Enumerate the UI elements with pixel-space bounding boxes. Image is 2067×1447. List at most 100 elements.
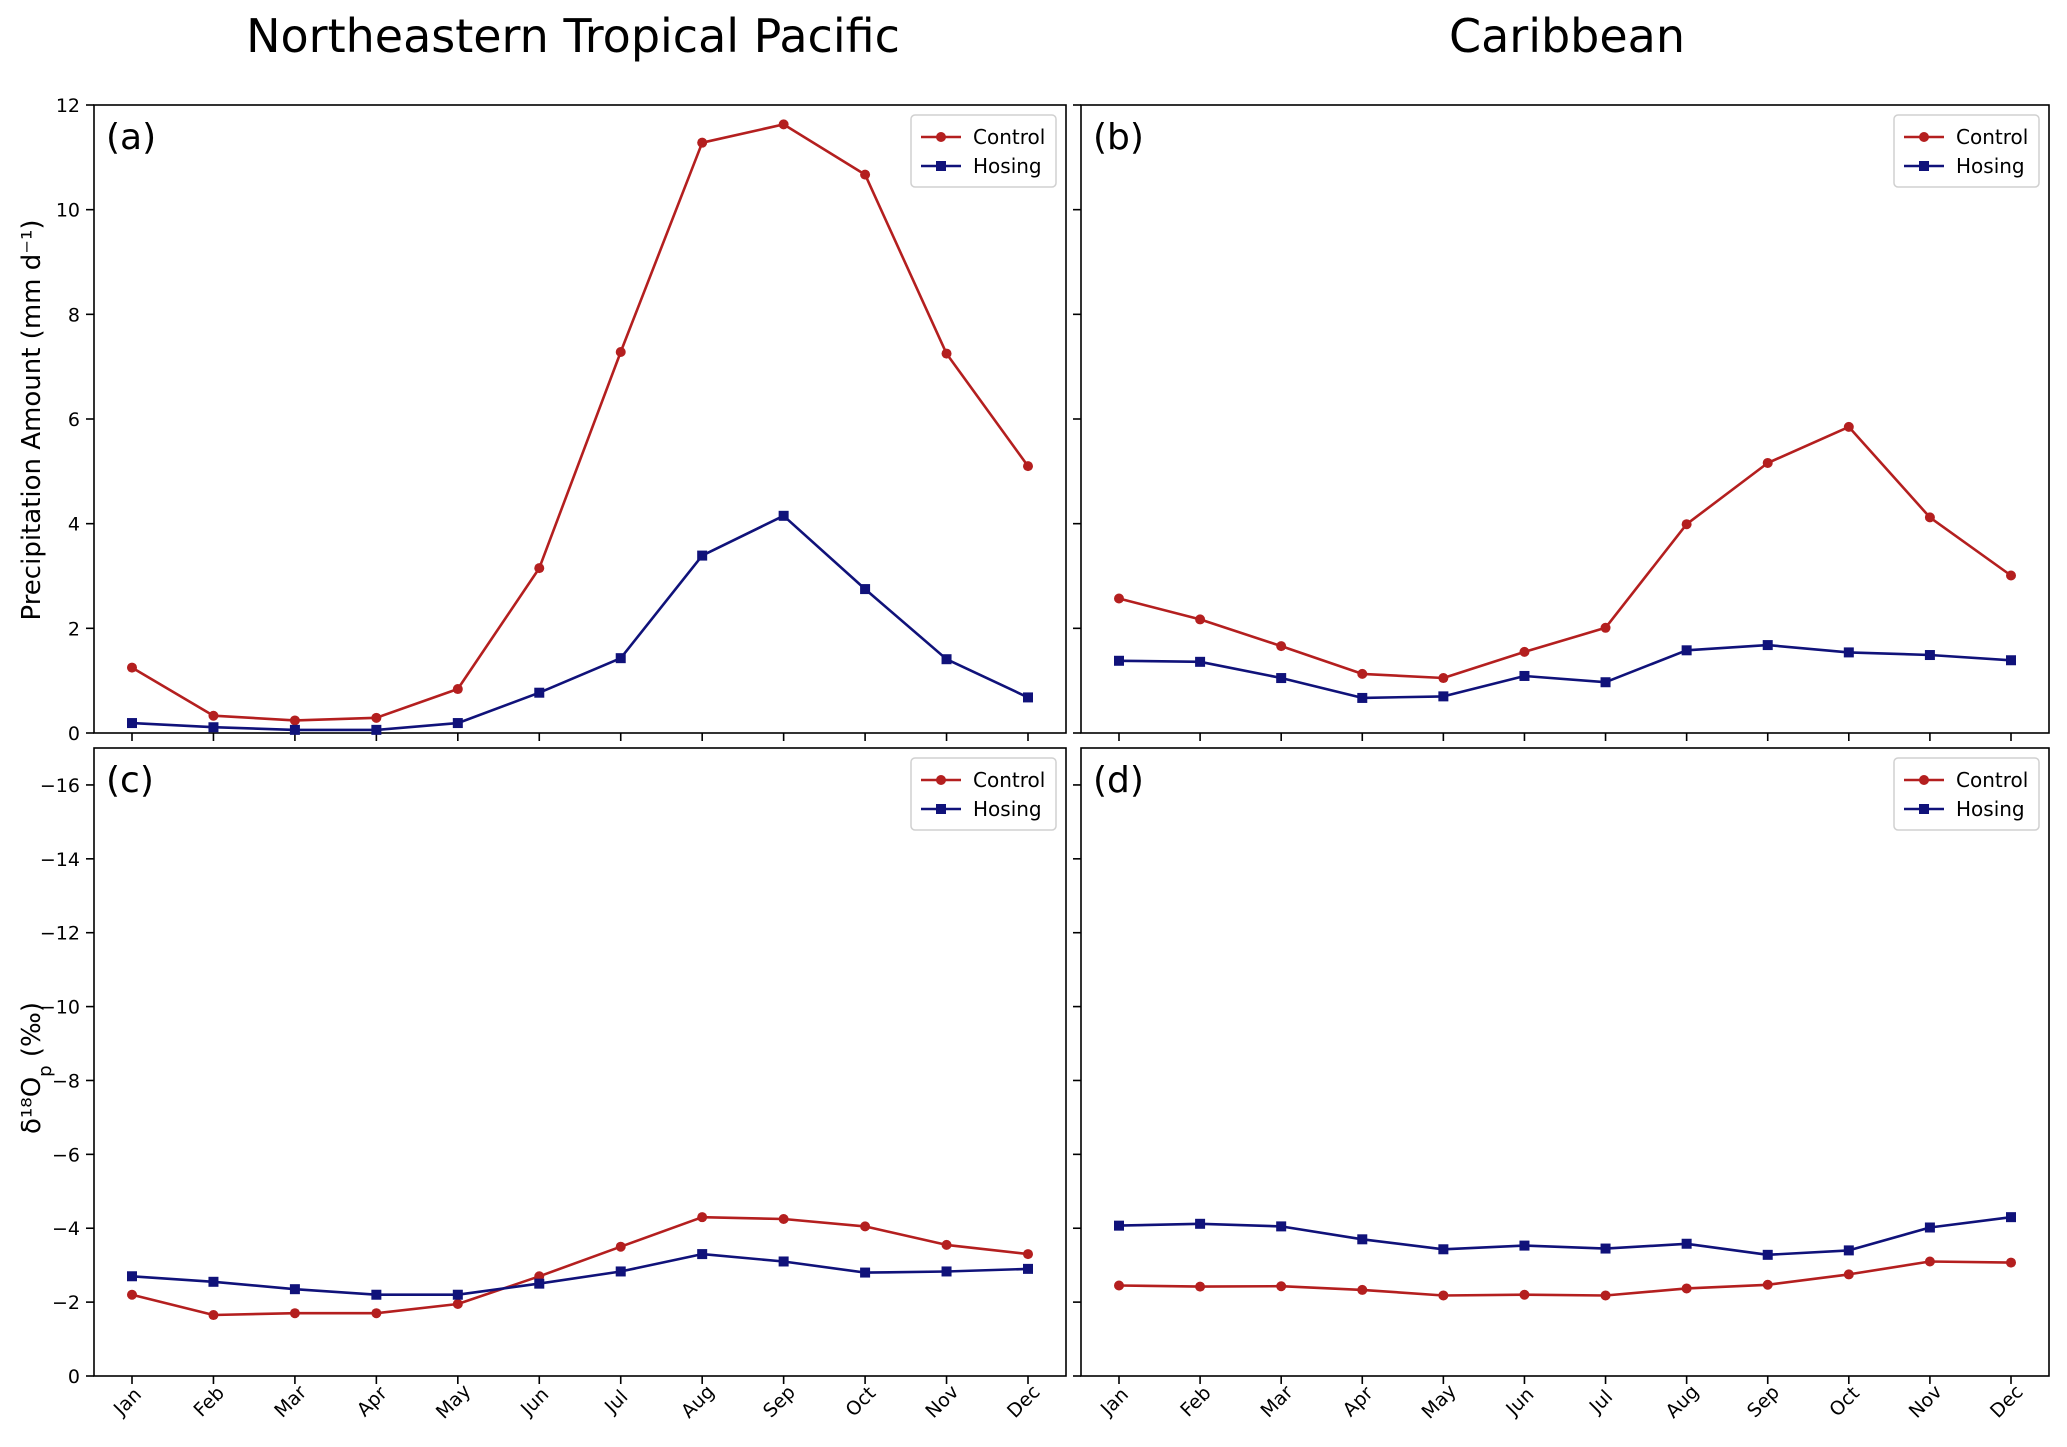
point-control xyxy=(1195,614,1206,625)
x-tick-label: Jun xyxy=(516,1383,553,1420)
panel-b: (b) Control Hosing xyxy=(1073,104,2050,741)
point-hosing xyxy=(1114,1220,1124,1231)
point-control xyxy=(208,710,219,721)
x-tick-label: Sep xyxy=(1743,1381,1784,1422)
y-tick-label: −2 xyxy=(52,1292,80,1314)
x-tick-label: Apr xyxy=(353,1382,392,1421)
point-hosing xyxy=(534,687,545,698)
point-hosing xyxy=(371,1289,382,1300)
point-hosing xyxy=(697,1249,708,1260)
y-tick-label: −8 xyxy=(52,1070,80,1092)
point-hosing xyxy=(1600,677,1611,688)
point-control xyxy=(289,1308,300,1319)
y-tick-label: −10 xyxy=(40,997,80,1019)
legend-box xyxy=(1893,114,2040,188)
point-hosing xyxy=(2006,655,2016,666)
point-hosing xyxy=(208,1276,219,1287)
point-control xyxy=(615,347,626,358)
legend-marker-hosing xyxy=(1919,804,1929,814)
point-hosing xyxy=(615,1266,626,1277)
point-control xyxy=(697,1212,708,1223)
x-tick-label: Nov xyxy=(921,1381,963,1423)
point-control xyxy=(1600,1290,1611,1301)
y-tick-label: 8 xyxy=(68,304,80,326)
point-control xyxy=(615,1241,626,1252)
legend-label-control: Control xyxy=(1956,125,2028,149)
x-tick-label: Aug xyxy=(1661,1381,1703,1423)
point-control xyxy=(371,1308,382,1319)
point-hosing xyxy=(534,1278,545,1289)
point-hosing xyxy=(1438,1244,1449,1255)
y-tick-label: −6 xyxy=(52,1144,80,1166)
point-hosing xyxy=(615,653,626,664)
y-tick-label: 0 xyxy=(68,1366,80,1388)
point-control xyxy=(1681,1283,1692,1294)
point-hosing xyxy=(1438,691,1449,702)
point-hosing xyxy=(1195,656,1206,667)
legend-label-hosing: Hosing xyxy=(1956,154,2025,178)
series-line-control xyxy=(1118,425,2012,680)
legend-label-control: Control xyxy=(973,768,1045,792)
point-hosing xyxy=(2006,1212,2016,1223)
point-control xyxy=(1195,1281,1206,1292)
point-control xyxy=(452,684,463,695)
series-line-control xyxy=(131,123,1030,722)
point-hosing xyxy=(1681,1238,1692,1249)
legend-marker-control xyxy=(936,132,946,142)
point-hosing xyxy=(289,724,300,735)
point-hosing xyxy=(289,1284,300,1295)
x-tick-label: May xyxy=(432,1380,475,1423)
point-hosing xyxy=(1843,1245,1854,1256)
panel-d: Jan Feb Mar Apr May Jun Jul Aug Sep Oct Nov Dec (d) C… xyxy=(1073,747,2050,1423)
y-tick-label: −4 xyxy=(52,1218,80,1240)
x-tick-label: Feb xyxy=(190,1382,229,1421)
point-hosing xyxy=(371,724,382,735)
x-tick-label: May xyxy=(1417,1380,1460,1423)
point-hosing xyxy=(1924,1222,1935,1233)
point-control xyxy=(941,348,952,359)
legend-label-hosing: Hosing xyxy=(973,154,1042,178)
x-tick-label: Nov xyxy=(1905,1381,1947,1423)
y-tick-label: −16 xyxy=(40,775,80,797)
point-control xyxy=(127,662,137,673)
point-hosing xyxy=(860,584,871,595)
point-control xyxy=(1600,622,1611,633)
point-control xyxy=(1843,421,1854,432)
series-line-hosing xyxy=(131,1252,1029,1296)
point-control xyxy=(1438,673,1449,684)
point-control xyxy=(1276,641,1287,652)
y-tick-label: −12 xyxy=(40,923,80,945)
legend: Control Hosing xyxy=(910,114,1057,188)
x-tick-label: Dec xyxy=(1003,1381,1045,1423)
column-title-left: Northeastern Tropical Pacific xyxy=(246,9,900,63)
point-hosing xyxy=(1762,640,1773,651)
point-hosing xyxy=(1519,670,1530,681)
series-line-hosing xyxy=(1118,1215,2012,1257)
point-control xyxy=(778,119,789,130)
point-control xyxy=(1762,1279,1773,1290)
point-control xyxy=(1924,1256,1935,1267)
x-tick-label: Sep xyxy=(759,1381,800,1422)
panel-label: (c) xyxy=(106,760,154,801)
legend-label-control: Control xyxy=(973,125,1045,149)
point-hosing xyxy=(208,722,219,733)
panel-label: (a) xyxy=(106,117,156,158)
point-hosing xyxy=(1276,1221,1287,1232)
legend: Control Hosing xyxy=(1893,757,2040,831)
y-tick-label: 0 xyxy=(68,723,80,745)
x-tick-label: Mar xyxy=(1256,1381,1297,1422)
point-hosing xyxy=(1357,1234,1368,1245)
point-control xyxy=(1276,1281,1287,1292)
point-control xyxy=(1023,1249,1033,1260)
legend-marker-hosing xyxy=(1919,161,1929,171)
point-hosing xyxy=(1519,1240,1530,1251)
point-hosing xyxy=(1762,1249,1773,1260)
point-hosing xyxy=(941,654,952,665)
point-control xyxy=(941,1239,952,1250)
y-axis-title-bottom-sub: p xyxy=(35,1065,56,1076)
series-line-control xyxy=(131,1215,1029,1317)
legend: Control Hosing xyxy=(910,757,1057,831)
axis-frame xyxy=(93,747,1067,1377)
y-axis-title-bottom-main: δ¹⁸O xyxy=(17,1077,47,1134)
x-tick-label: Jul xyxy=(1585,1386,1617,1418)
